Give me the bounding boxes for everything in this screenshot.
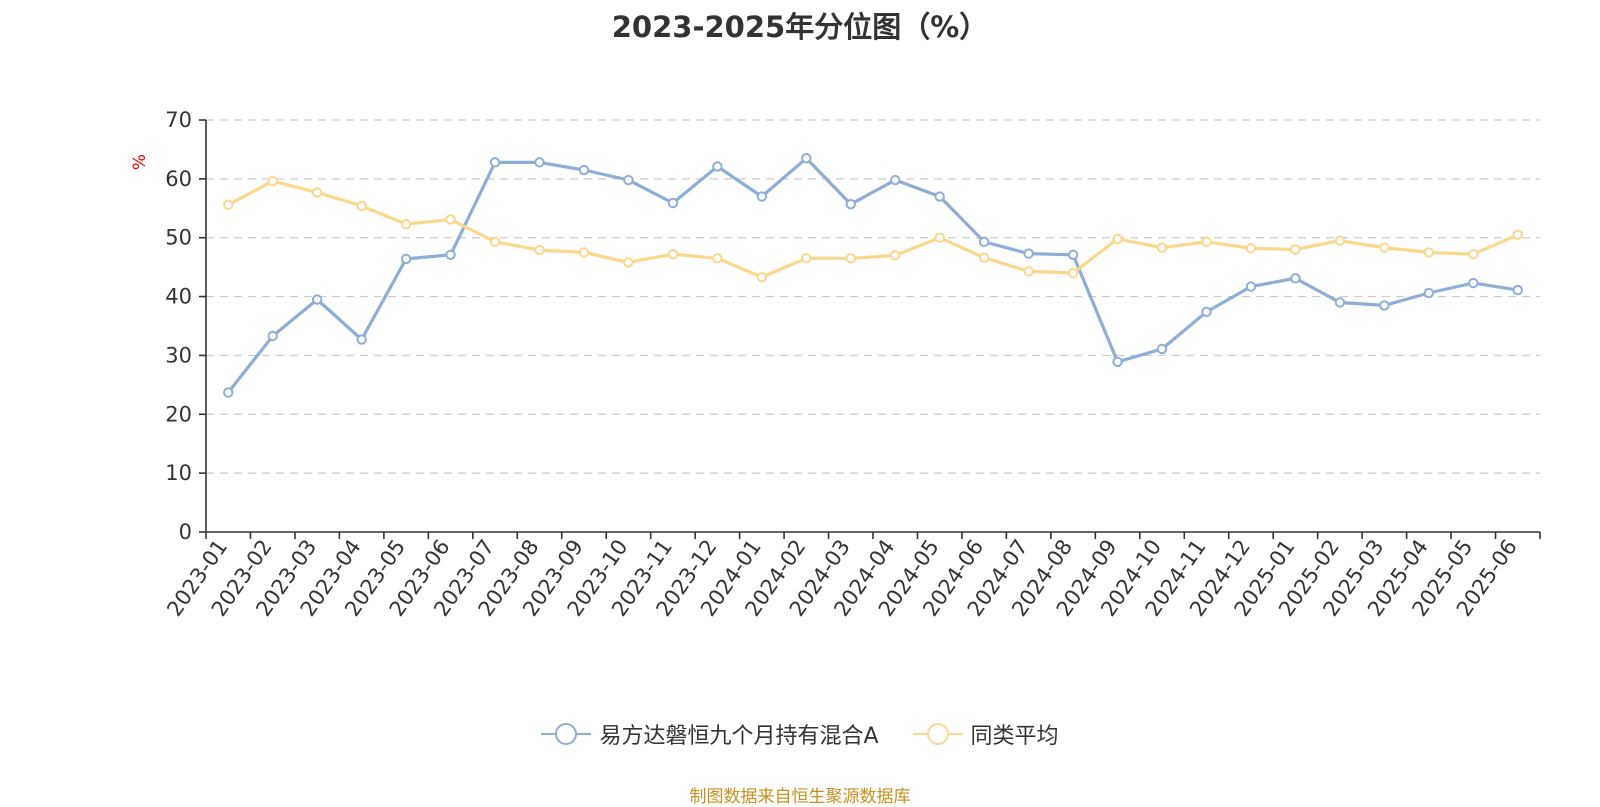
data-point-1[interactable] — [311, 187, 323, 198]
data-point-0[interactable] — [489, 157, 501, 168]
data-point-0[interactable] — [845, 198, 856, 210]
data-point-1[interactable] — [890, 250, 901, 261]
data-point-1[interactable] — [1156, 242, 1168, 253]
data-point-1[interactable] — [623, 257, 634, 268]
data-point-1[interactable] — [1067, 267, 1079, 279]
data-point-0[interactable] — [1067, 249, 1079, 260]
data-point-0[interactable] — [1156, 343, 1168, 355]
series-layer — [223, 153, 1523, 398]
data-point-0[interactable] — [223, 387, 234, 398]
y-axis-label: % — [130, 154, 150, 170]
axis-layer: 0102030405060702023-012023-022023-032023… — [162, 108, 1541, 621]
data-point-0[interactable] — [400, 253, 412, 265]
data-point-1[interactable] — [712, 253, 723, 264]
data-point-0[interactable] — [1423, 287, 1435, 299]
data-point-1[interactable] — [667, 248, 679, 260]
data-point-0[interactable] — [623, 174, 634, 186]
data-point-1[interactable] — [534, 244, 545, 256]
source-note: 制图数据来自恒生聚源数据库 — [689, 787, 911, 807]
data-point-0[interactable] — [1512, 284, 1523, 296]
data-point-1[interactable] — [267, 176, 278, 187]
y-tick-label: 30 — [165, 343, 192, 367]
legend-item-fund[interactable]: 易方达磐恒九个月持有混合A — [541, 718, 879, 750]
data-point-0[interactable] — [534, 157, 545, 168]
grid-layer — [206, 119, 1540, 474]
data-point-0[interactable] — [712, 161, 723, 172]
data-point-0[interactable] — [578, 164, 590, 176]
data-point-1[interactable] — [445, 214, 456, 225]
data-point-1[interactable] — [934, 232, 945, 243]
data-point-0[interactable] — [1201, 306, 1212, 318]
chart-title: 2023-2025年分位图（%） — [611, 10, 989, 44]
series-line-0 — [226, 156, 1519, 394]
data-point-1[interactable] — [845, 253, 856, 264]
legend: 易方达磐恒九个月持有混合A 同类平均 — [0, 718, 1600, 750]
y-tick-label: 40 — [165, 285, 192, 309]
data-point-0[interactable] — [445, 249, 456, 260]
data-point-0[interactable] — [1023, 248, 1034, 259]
data-point-0[interactable] — [356, 334, 367, 345]
data-point-1[interactable] — [1245, 243, 1257, 254]
data-point-0[interactable] — [1468, 277, 1479, 289]
data-point-0[interactable] — [934, 191, 945, 202]
data-point-1[interactable] — [223, 199, 234, 210]
data-point-1[interactable] — [1290, 244, 1301, 255]
data-point-0[interactable] — [890, 174, 901, 186]
y-tick-label: 60 — [165, 167, 192, 191]
data-point-0[interactable] — [1112, 356, 1123, 368]
data-point-0[interactable] — [1290, 273, 1301, 284]
data-point-0[interactable] — [311, 294, 323, 305]
y-tick-label: 0 — [179, 520, 192, 544]
data-point-1[interactable] — [756, 271, 768, 283]
data-point-1[interactable] — [1468, 248, 1479, 260]
data-point-1[interactable] — [1379, 242, 1390, 253]
data-point-1[interactable] — [1334, 235, 1346, 246]
legend-item-average[interactable]: 同类平均 — [912, 718, 1059, 750]
data-point-1[interactable] — [489, 236, 501, 248]
data-point-1[interactable] — [1512, 229, 1523, 240]
data-point-1[interactable] — [356, 200, 367, 212]
data-point-1[interactable] — [578, 247, 590, 258]
data-point-0[interactable] — [978, 236, 990, 248]
y-tick-label: 10 — [165, 461, 192, 485]
data-point-0[interactable] — [667, 197, 679, 209]
legend-marker-fund — [541, 723, 592, 745]
data-point-1[interactable] — [1112, 233, 1123, 245]
data-point-1[interactable] — [1201, 236, 1212, 248]
data-point-1[interactable] — [801, 253, 812, 264]
data-point-1[interactable] — [1423, 247, 1435, 258]
data-point-1[interactable] — [1023, 266, 1034, 277]
y-tick-label: 70 — [165, 108, 192, 132]
series-line-1 — [227, 179, 1519, 279]
y-tick-label: 50 — [165, 226, 192, 250]
data-point-0[interactable] — [756, 191, 768, 202]
legend-marker-average — [912, 723, 963, 745]
data-point-0[interactable] — [801, 153, 812, 164]
data-point-0[interactable] — [267, 330, 278, 342]
y-tick-label: 20 — [165, 402, 192, 426]
legend-label-average: 同类平均 — [970, 724, 1059, 749]
data-point-0[interactable] — [1245, 281, 1257, 292]
data-point-1[interactable] — [400, 218, 412, 230]
data-point-0[interactable] — [1334, 297, 1346, 308]
data-point-0[interactable] — [1379, 300, 1390, 311]
data-point-1[interactable] — [978, 252, 990, 263]
legend-label-fund: 易方达磐恒九个月持有混合A — [599, 724, 879, 749]
